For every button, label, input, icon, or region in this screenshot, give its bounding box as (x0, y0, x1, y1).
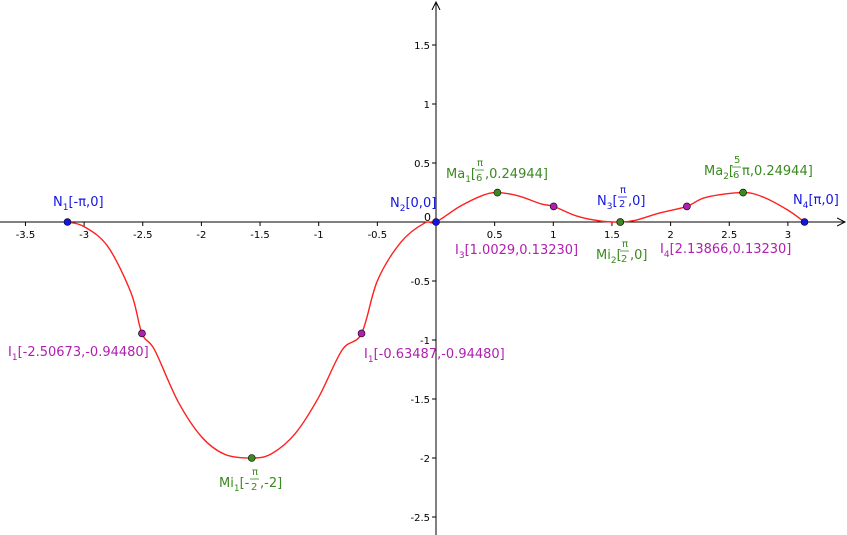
point-i1a (138, 329, 146, 338)
label-mi1: Mi1[- π 2 ,-2] (219, 467, 282, 494)
svg-text:5: 5 (734, 155, 740, 166)
point-n4 (800, 218, 809, 226)
label-ma1: Ma1[ π 6 ,0.24944] (446, 158, 548, 185)
label-ma2: Ma2[ 5 6 π,0.24944] (704, 155, 813, 182)
point-ma1 (493, 188, 502, 197)
svg-text:2: 2 (251, 482, 257, 493)
svg-text:2: 2 (621, 254, 627, 265)
label-i3: I3[1.0029,0.13230] (455, 243, 578, 261)
svg-text:Mi1[-: Mi1[- (219, 476, 250, 494)
label-n3: N3[ π 2 ,0] (597, 185, 645, 212)
svg-text:,0]: ,0] (630, 248, 647, 263)
svg-text:I4[2.13866,0.13230]: I4[2.13866,0.13230] (660, 242, 791, 260)
svg-text:6: 6 (476, 173, 482, 184)
x-tick-label: 2.5 (721, 230, 737, 241)
origin-label: 0 (424, 211, 431, 224)
svg-text:π: π (477, 158, 483, 169)
x-tick-label: -2.5 (133, 230, 153, 241)
svg-text:Ma2[: Ma2[ (704, 164, 734, 182)
x-axis-ticks: -3.5 -3 -2.5 -2 -1.5 -1 -0.5 0.5 1 1.5 2 2.5 3 (16, 222, 791, 241)
point-n1 (63, 218, 72, 226)
y-tick-label: -0.5 (410, 277, 430, 288)
x-tick-label: -2 (196, 230, 206, 241)
y-tick-label: -1.5 (410, 395, 430, 406)
label-n1: N1[-π,0] (53, 195, 104, 213)
y-tick-label: 1 (424, 100, 430, 111)
label-i1a: I1[-2.50673,-0.94480] (8, 345, 149, 363)
y-tick-label: -2.5 (410, 513, 430, 524)
label-n4: N4[π,0] (793, 193, 839, 211)
svg-text:,0]: ,0] (628, 194, 645, 209)
svg-text:π,0.24944]: π,0.24944] (742, 164, 813, 179)
svg-text:,-2]: ,-2] (260, 476, 282, 491)
y-tick-label: 1.5 (414, 41, 430, 52)
x-tick-label: -3 (79, 230, 89, 241)
y-tick-label: -1 (420, 336, 430, 347)
x-tick-label: -0.5 (368, 230, 388, 241)
x-tick-label: -3.5 (16, 230, 36, 241)
svg-text:6: 6 (733, 170, 739, 181)
point-i4 (683, 202, 691, 211)
svg-text:π: π (620, 185, 626, 196)
x-tick-label: 0.5 (487, 230, 503, 241)
x-tick-label: -1 (314, 230, 324, 241)
svg-text:2: 2 (619, 199, 625, 210)
svg-text:I1[-0.63487,-0.94480]: I1[-0.63487,-0.94480] (364, 347, 505, 365)
function-curve (67, 191, 805, 459)
svg-text:Mi2[: Mi2[ (596, 248, 622, 266)
special-points (63, 188, 809, 462)
y-tick-label: 0.5 (414, 159, 430, 170)
x-tick-label: -1.5 (250, 230, 270, 241)
point-i3 (549, 202, 558, 211)
label-i1b: I1[-0.63487,-0.94480] (364, 347, 505, 365)
label-i4: I4[2.13866,0.13230] (660, 242, 791, 260)
svg-text:N2[0,0]: N2[0,0] (390, 196, 436, 214)
point-n2 (432, 218, 440, 226)
svg-text:N3[: N3[ (597, 194, 618, 212)
y-axis-ticks: -2.5 -2 -1.5 -1 -0.5 0.5 1 1.5 (410, 41, 436, 524)
svg-text:N4[π,0]: N4[π,0] (793, 193, 839, 211)
label-mi2: Mi2[ π 2 ,0] (596, 239, 647, 266)
x-tick-label: 3 (785, 230, 791, 241)
svg-text:π: π (622, 239, 628, 250)
point-ma2 (739, 188, 747, 197)
svg-text:π: π (252, 467, 258, 478)
x-tick-label: 1.5 (604, 230, 620, 241)
svg-text:I1[-2.50673,-0.94480]: I1[-2.50673,-0.94480] (8, 345, 149, 363)
point-mi1 (247, 454, 256, 462)
svg-text:Ma1[: Ma1[ (446, 167, 476, 185)
y-tick-label: -2 (420, 454, 430, 465)
x-tick-label: 2 (667, 230, 673, 241)
x-tick-label: 1 (550, 230, 556, 241)
point-i1b (357, 329, 366, 338)
svg-text:I3[1.0029,0.13230]: I3[1.0029,0.13230] (455, 243, 578, 261)
svg-text:N1[-π,0]: N1[-π,0] (53, 195, 104, 213)
point-mi2 (616, 218, 625, 226)
svg-text:,0.24944]: ,0.24944] (485, 167, 548, 182)
label-n2: N2[0,0] (390, 196, 436, 214)
